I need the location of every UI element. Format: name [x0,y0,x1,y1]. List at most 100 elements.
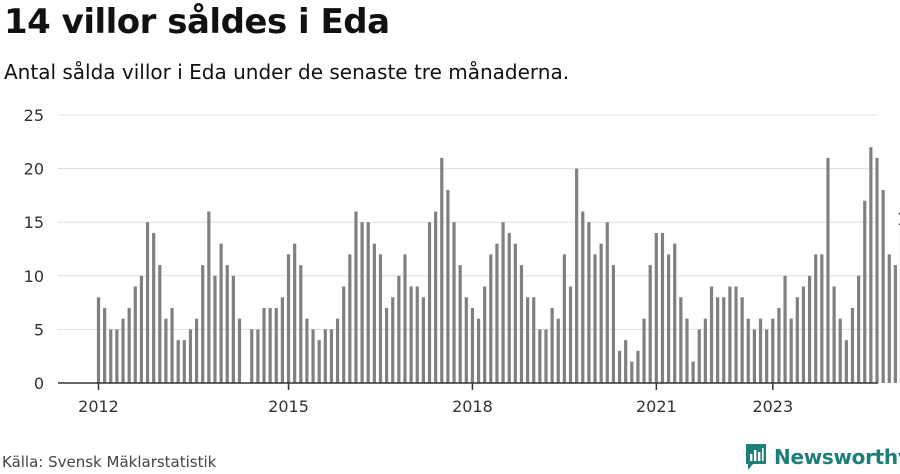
bar [415,286,419,383]
bar [660,232,665,383]
bar [771,318,775,383]
bar [133,286,137,383]
bar [323,329,327,383]
bar [575,168,579,383]
bar [96,297,101,383]
bar [427,222,432,383]
x-tick-label: 2023 [752,397,793,416]
y-tick-label: 15 [24,213,44,232]
brand-logo[interactable]: Newsworthy [744,442,900,472]
bar [795,297,799,383]
bar [225,265,229,383]
bar [311,329,315,383]
bar [765,329,769,383]
bar [476,318,481,383]
bar [409,286,413,383]
bar [139,275,144,383]
bar [194,318,199,383]
bar [593,254,597,383]
bar [857,275,861,383]
bar [832,286,836,383]
bar [581,211,585,383]
bar [869,147,873,383]
bar [489,254,493,383]
bar [814,254,818,383]
bar [697,329,701,383]
brand-name: Newsworthy [774,445,900,469]
bar [158,265,162,383]
bar [728,286,732,383]
bar [207,211,211,383]
bar [256,329,260,383]
bar [182,340,186,383]
bar [703,318,707,383]
bar [716,297,720,383]
bar [342,286,346,383]
bar [483,286,487,383]
bar [495,243,499,383]
bar [329,329,334,383]
bar [231,275,235,383]
bar [403,254,407,383]
bar [121,318,125,383]
bar [556,318,560,383]
bar [317,340,321,383]
x-tick-label: 2015 [268,397,309,416]
bar [397,275,401,383]
bar [458,265,462,383]
x-tick-label: 2021 [636,397,677,416]
bar [378,254,383,383]
bar [127,307,131,383]
y-tick-label: 25 [24,106,44,125]
bar [568,286,573,383]
bar [501,222,505,383]
bar [624,340,628,383]
bar [679,297,683,383]
bar [250,329,254,383]
bar [360,222,364,383]
bar [617,350,622,383]
bar [740,297,744,383]
bar [611,265,616,383]
bar [262,307,266,383]
bar [464,297,468,383]
chart-title: 14 villor såldes i Eda [4,2,390,42]
bar [293,243,297,383]
bar [421,297,425,383]
bar [434,211,438,383]
bar [513,243,517,383]
bar [170,307,174,383]
y-tick-label: 0 [34,374,44,393]
bar [734,286,738,383]
bar [838,318,842,383]
bar [152,232,156,383]
bar [526,297,530,383]
bar [391,297,395,383]
x-tick-label: 2018 [452,397,493,416]
bar [881,190,885,383]
bar [299,265,303,383]
bar [807,275,812,383]
bar [372,243,376,383]
bar [335,318,340,383]
bar [691,361,695,383]
bar [366,222,370,383]
bar [587,222,591,383]
bar [188,329,193,383]
bar [115,329,119,383]
bar [850,307,855,383]
data-label: 14 [897,210,900,230]
bar [532,297,536,383]
bar [280,297,284,383]
bar [103,307,107,383]
bar [673,243,677,383]
bar [654,232,658,383]
bar [789,318,793,383]
bar [305,318,309,383]
bar [863,200,867,383]
bar [636,350,640,383]
bar [213,275,217,383]
bar-chart-logo-icon [746,444,766,470]
bar [538,329,542,383]
